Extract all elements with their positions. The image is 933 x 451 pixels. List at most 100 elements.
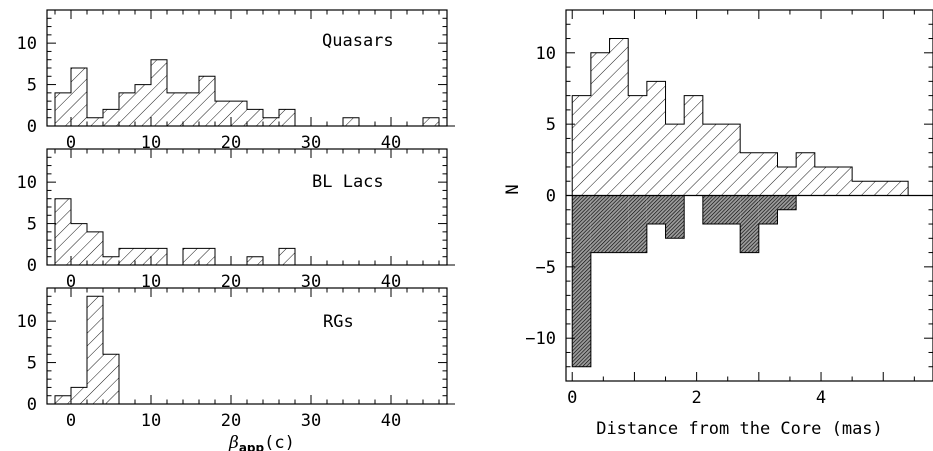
series-0-bar: [889, 181, 909, 196]
hist-bar: [103, 354, 119, 404]
y-tick-label: 0: [27, 256, 37, 276]
series-1-bar: [628, 195, 647, 253]
y-axis-label: N: [503, 184, 523, 194]
series-0-bar: [870, 181, 890, 196]
x-tick-label: 40: [381, 411, 401, 431]
hist-bar: [151, 248, 167, 265]
x-tick-label: 10: [141, 133, 161, 153]
y-tick-label: 5: [546, 115, 556, 135]
series-1-bar: [721, 195, 741, 225]
hist-bar: [87, 117, 103, 126]
hist-bar: [423, 117, 439, 126]
series-0-bar: [852, 181, 871, 196]
panel-annotation: BL Lacs: [312, 172, 384, 192]
y-tick-label: 5: [27, 354, 37, 374]
hist-bar: [71, 68, 87, 126]
series-1-bar: [572, 195, 591, 367]
y-tick-label: 5: [27, 215, 37, 235]
y-tick-label: −5: [536, 258, 556, 278]
series-1-bar: [702, 195, 722, 225]
x-tick-label: 40: [381, 133, 401, 153]
hist-bar: [343, 117, 359, 126]
hist-bar: [151, 59, 167, 126]
hist-bar: [247, 109, 263, 126]
hist-bar: [263, 117, 279, 126]
y-tick-label: 10: [17, 173, 37, 193]
series-1-bar: [646, 195, 666, 225]
y-tick-label: 10: [17, 34, 37, 54]
hist-outline: [54, 198, 455, 266]
x-tick-label: 20: [221, 272, 241, 292]
hist-bar: [55, 395, 71, 404]
series-0-bar: [572, 95, 591, 196]
series-1-bar: [590, 195, 610, 253]
series-1-bar: [758, 195, 778, 225]
hist-bar: [71, 387, 87, 404]
x-tick-label: 2: [692, 388, 702, 408]
hist-bar: [167, 92, 183, 126]
series-0-bar: [740, 152, 759, 196]
hist-bar: [247, 256, 263, 265]
hist-bar: [135, 84, 151, 126]
hist-bar: [183, 248, 199, 265]
series-0-bar: [758, 152, 778, 196]
series-0-outline: [571, 38, 909, 196]
x-tick-label: 30: [301, 133, 321, 153]
series-0-bar: [609, 38, 629, 196]
hist-bar: [183, 92, 199, 126]
x-tick-label: 30: [301, 411, 321, 431]
series-0-bar: [665, 124, 685, 196]
x-tick-label: 20: [221, 411, 241, 431]
hist-bar: [215, 101, 231, 126]
x-tick-label: 20: [221, 133, 241, 153]
hist-bar: [55, 198, 71, 265]
hist-bar: [87, 231, 103, 265]
x-tick-label: 10: [141, 411, 161, 431]
y-tick-label: 5: [27, 76, 37, 96]
series-0-bar: [702, 124, 722, 196]
hist-bar: [103, 109, 119, 126]
axes-frame: [46, 148, 448, 266]
series-0-bar: [646, 81, 666, 196]
panel-left-middle: 0 5 10 0 10 20 30 40 BL Lacs: [17, 148, 455, 292]
x-tick-label: 10: [141, 272, 161, 292]
hist-bar: [55, 92, 71, 126]
hist-bar: [119, 92, 135, 126]
x-tick-label: 40: [381, 272, 401, 292]
series-0-bar: [590, 52, 610, 196]
hist-bar: [279, 248, 295, 265]
y-tick-label: 10: [17, 312, 37, 332]
hist-bar: [71, 223, 87, 265]
hist-bar: [199, 248, 215, 265]
hist-bar: [119, 248, 135, 265]
hist-bar: [231, 101, 247, 126]
y-tick-label: 0: [546, 187, 556, 207]
hist-bar: [103, 256, 119, 265]
panel-annotation: RGs: [323, 312, 354, 332]
series-0-bar: [628, 95, 647, 196]
series-1-bar: [777, 195, 797, 210]
x-axis-label: Distance from the Core (mas): [596, 419, 883, 439]
y-tick-label: −10: [525, 329, 556, 349]
x-tick-label: 0: [66, 272, 76, 292]
x-tick-label: 4: [816, 388, 826, 408]
panel-right: −10 −5 0 5 10 0 2 4 Distance from the Core (mas)…: [503, 9, 933, 439]
series-0-bar: [777, 166, 797, 196]
series-0-bar: [796, 152, 815, 196]
x-tick-label: 0: [66, 411, 76, 431]
panel-left-bottom: 0 5 10 0 10 20 30 40 RGs βapp(c): [17, 287, 455, 451]
series-0-bar: [833, 166, 853, 196]
y-tick-label: 10: [536, 44, 556, 64]
x-tick-label: 0: [567, 388, 577, 408]
x-tick-label: 30: [301, 272, 321, 292]
series-0-bar: [814, 166, 834, 196]
series-1-bar: [665, 195, 685, 239]
series-1-bar: [740, 195, 759, 253]
y-tick-label: 0: [27, 395, 37, 415]
hist-bar: [87, 296, 103, 404]
panel-annotation: Quasars: [322, 31, 394, 51]
hist-bar: [135, 248, 151, 265]
x-axis-label: βapp(c): [228, 433, 295, 451]
x-tick-label: 0: [66, 133, 76, 153]
